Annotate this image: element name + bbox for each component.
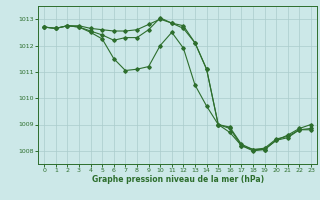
X-axis label: Graphe pression niveau de la mer (hPa): Graphe pression niveau de la mer (hPa) xyxy=(92,175,264,184)
